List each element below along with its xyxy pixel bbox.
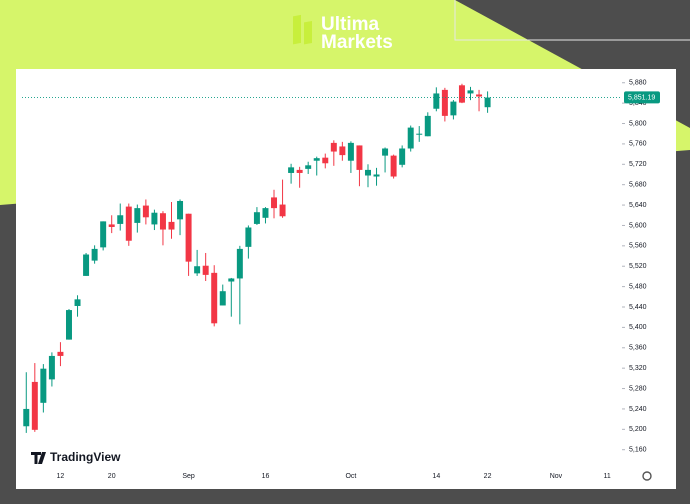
candle-body [211,272,218,324]
chart-card [16,69,676,489]
candle-body [339,146,346,156]
candle-body [364,169,371,176]
candle-body [476,94,483,97]
candle-body [202,265,209,275]
candle-body [236,248,243,279]
x-tick-label: Nov [550,473,563,480]
candle-body [108,224,115,227]
candle-body [125,206,132,241]
candle-body [322,157,329,164]
candle-body [100,221,107,248]
deco-line [454,0,690,41]
logo-mark [304,20,312,45]
y-tick-label: 5,720 [629,161,647,168]
candle-body [117,215,124,224]
last-price-label: 5,851.19 [628,94,655,101]
logo-mark [293,14,301,45]
y-tick-label: 5,520 [629,263,647,270]
x-tick-label: Oct [345,473,356,480]
settings-icon[interactable] [642,471,652,481]
y-tick-label: 5,880 [629,80,647,87]
y-tick-label: 5,560 [629,243,647,250]
candle-body [83,254,90,276]
x-tick-label: 11 [604,473,611,480]
candle-body [194,266,201,274]
x-tick-label: 12 [57,473,65,480]
brand-line1: Ultima [321,14,380,35]
candle-body [142,205,149,218]
candle-body [296,169,303,173]
candle-body [57,351,64,356]
y-tick-label: 5,320 [629,365,647,372]
candle-body [23,408,30,427]
y-tick-label: 5,160 [629,447,647,454]
y-tick-label: 5,800 [629,120,647,127]
y-tick-label: 5,480 [629,283,647,290]
candle-body [65,310,72,340]
brand-line2: Markets [321,32,393,53]
y-tick-label: 5,840 [629,100,647,107]
y-tick-label: 5,200 [629,426,647,433]
candle-body [424,115,431,137]
logo: Ultima Markets [293,14,393,53]
y-tick-label: 5,600 [629,222,647,229]
x-tick-label: Sep [182,473,195,480]
candle-body [458,85,465,103]
candle-body [390,155,397,177]
y-tick-label: 5,400 [629,324,647,331]
candle-body [399,148,406,165]
y-tick-label: 5,360 [629,345,647,352]
candle-body [31,381,38,430]
candle-body [40,368,47,403]
y-tick-label: 5,680 [629,182,647,189]
y-tick-label: 5,640 [629,202,647,209]
candle-body [356,145,363,170]
y-tick-label: 5,240 [629,406,647,413]
candle-body [177,200,184,220]
candle-body [253,212,260,224]
candle-body [416,133,423,135]
watermark-text: TradingView [50,450,121,464]
candle-body [313,158,320,161]
candle-body [450,101,457,116]
watermark: TradingView [31,450,121,464]
candle-body [228,278,235,282]
x-tick-label: 22 [484,473,492,480]
candle-body [262,208,269,218]
candle-body [467,90,474,94]
candle-body [279,204,286,217]
candle-body [407,127,414,149]
last-price-box [624,91,660,104]
candle-body [271,197,278,209]
candle-body [330,142,337,152]
candle-body [305,165,312,169]
candle-body [219,291,226,306]
x-tick-label: 14 [432,473,440,480]
candle-body [168,221,175,230]
candle-body [433,93,440,109]
candle-body [373,174,380,177]
x-tick-label: 16 [262,473,270,480]
candle-body [151,212,158,225]
tv-logo [31,452,46,464]
candle-body [185,213,192,262]
candle-body [441,89,448,116]
y-tick-label: 5,760 [629,141,647,148]
candle-body [48,355,55,380]
candle-body [382,148,389,156]
candle-body [245,227,252,247]
x-tick-label: 20 [108,473,116,480]
candle-body [159,213,166,230]
y-tick-label: 5,440 [629,304,647,311]
candle-body [484,97,491,108]
candle-body [288,167,295,173]
candle-body [74,299,81,306]
plot: 5,160 5,200 5,240 5,280 5,320 5,360 5,400 5,440… [22,80,660,480]
y-tick-label: 5,280 [629,385,647,392]
candle-body [347,142,354,161]
candle-body [134,208,141,223]
candle-body [91,248,98,261]
